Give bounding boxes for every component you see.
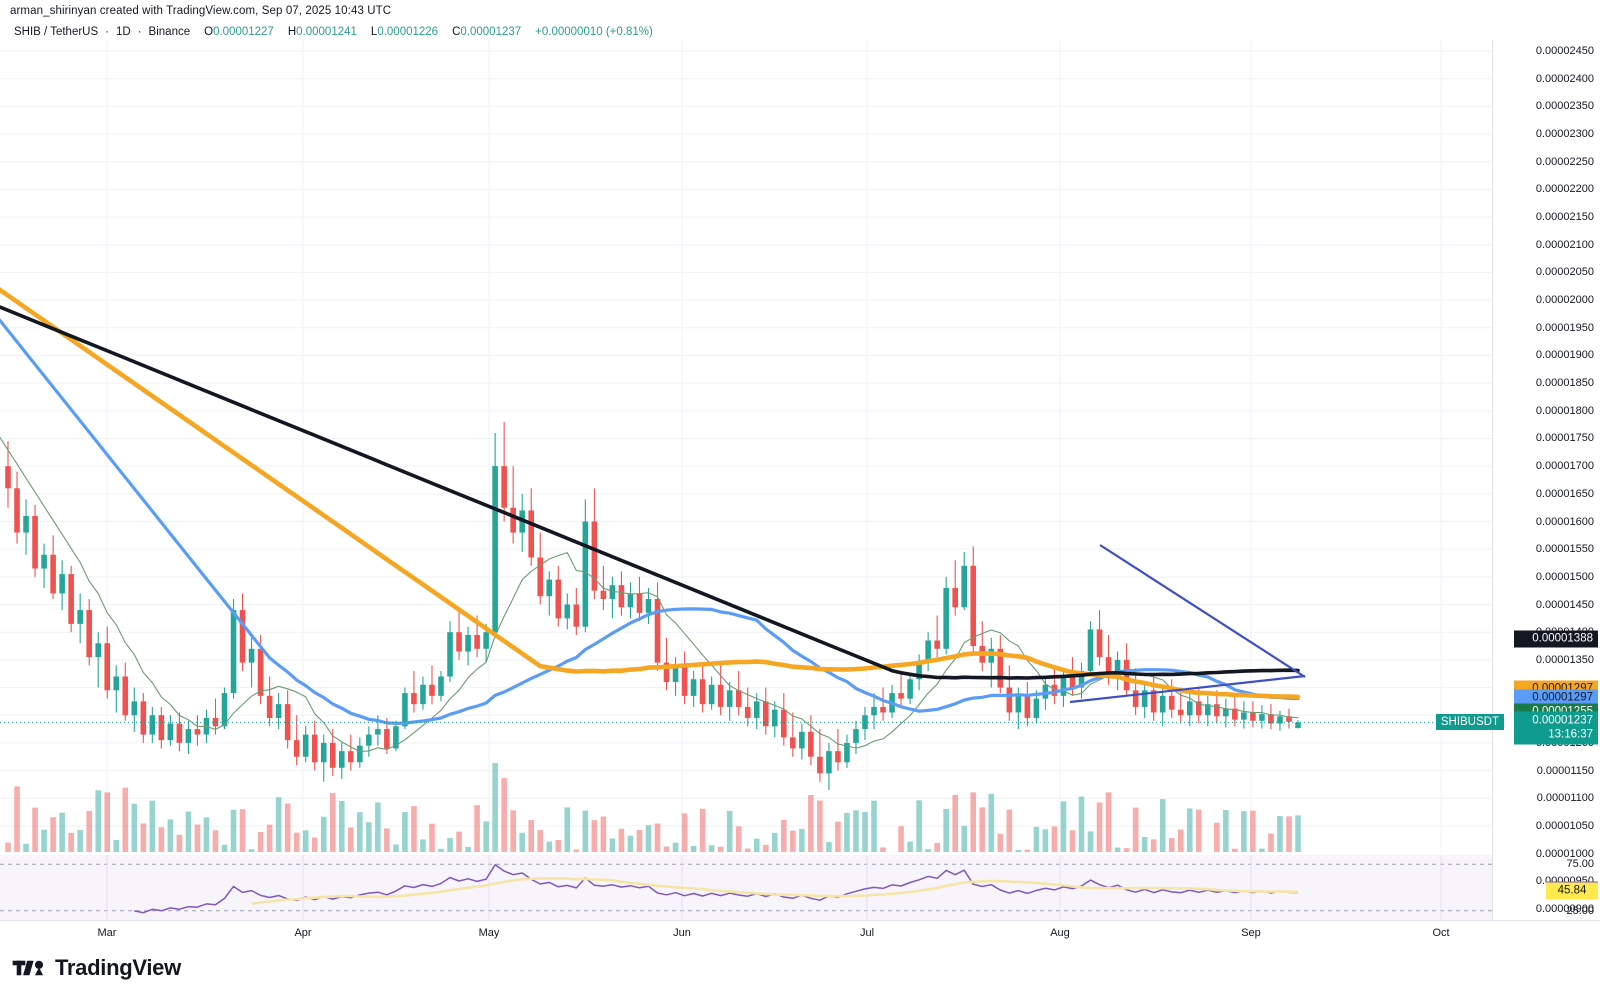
price-axis[interactable]: 0.00002450 0.00002400 0.00002350 0.00002300… xyxy=(1435,40,1600,920)
price-tick: 0.00002300 xyxy=(1535,128,1594,141)
price-tick: 0.00002450 xyxy=(1535,45,1594,58)
legend-close-label: C xyxy=(452,26,461,38)
price-tick: 0.00001850 xyxy=(1535,377,1594,390)
legend-dot-2: · xyxy=(137,26,142,38)
price-plot xyxy=(0,40,1492,852)
rsi-panel[interactable] xyxy=(0,855,1492,920)
price-tick: 0.00001900 xyxy=(1535,349,1594,362)
ma-long-black-line xyxy=(0,305,1300,680)
time-axis[interactable]: Mar Apr May Jun Jul Aug Sep Oct xyxy=(0,920,1600,948)
price-tick: 0.00002250 xyxy=(1535,155,1594,168)
ma-mid-orange-line xyxy=(0,287,1301,700)
price-tick: 0.00001350 xyxy=(1535,653,1594,666)
price-tick: 0.00001000 xyxy=(1535,847,1594,860)
rsi-upper-label: 75.00 xyxy=(1566,858,1594,871)
price-tick: 0.00002050 xyxy=(1535,266,1594,279)
rsi-ma-value-badge: 45.84 xyxy=(1546,882,1598,900)
rsi-lower-label: 25.00 xyxy=(1566,904,1594,917)
time-tick: Aug xyxy=(1050,927,1070,939)
price-tick: 0.00001950 xyxy=(1535,321,1594,334)
price-tick: 0.00001100 xyxy=(1536,792,1594,805)
time-tick: Jun xyxy=(673,927,691,939)
price-tick: 0.00001700 xyxy=(1535,460,1594,473)
last-price-value: 0.00001237 xyxy=(1532,714,1593,727)
price-tick: 0.00001150 xyxy=(1536,764,1594,777)
time-tick: Mar xyxy=(97,927,117,939)
descending-trendline xyxy=(1099,544,1306,678)
price-tick: 0.00001800 xyxy=(1535,404,1594,417)
legend-symbol[interactable]: SHIB / TetherUS xyxy=(14,26,99,38)
price-tick: 0.00001050 xyxy=(1535,819,1594,832)
price-tick: 0.00001500 xyxy=(1535,570,1594,583)
last-price-badge: 0.00001237 13:16:37 xyxy=(1514,711,1598,745)
price-tick: 0.00001550 xyxy=(1535,543,1594,556)
symbol-legend: SHIB / TetherUS · 1D · Binance O 0.000012… xyxy=(14,26,653,38)
volume-badge: 223.94 B xyxy=(1546,838,1593,851)
legend-open-value: 0.00001227 xyxy=(213,26,274,38)
legend-change: +0.00000010 (+0.81%) xyxy=(535,26,653,38)
legend-high-label: H xyxy=(287,26,297,38)
time-tick: May xyxy=(478,927,500,939)
price-tick: 0.00002400 xyxy=(1535,72,1594,85)
time-tick: Jul xyxy=(859,927,875,939)
rsi-ma-line xyxy=(251,877,1298,905)
legend-interval[interactable]: 1D xyxy=(116,26,131,38)
price-tick: 0.00000900 xyxy=(1535,902,1594,915)
tradingview-wordmark: TradingView xyxy=(55,955,181,980)
ma-black-price-badge: 0.00001388 xyxy=(1514,630,1598,648)
tradingview-logo[interactable]: TradingView xyxy=(12,955,181,981)
price-tick: 0.00001650 xyxy=(1535,487,1594,500)
ascending-trendline xyxy=(1069,674,1306,704)
ma-blue-price-badge: 0.00001297 xyxy=(1514,689,1598,707)
price-tick: 0.00002200 xyxy=(1535,183,1594,196)
time-tick: Oct xyxy=(1432,927,1450,939)
ma-short-blue-line xyxy=(0,317,1300,725)
legend-low-label: L xyxy=(370,26,378,38)
price-panel[interactable] xyxy=(0,40,1492,852)
tradingview-mark-icon xyxy=(12,960,44,976)
price-tick: 0.00002100 xyxy=(1535,238,1594,251)
legend-close-value: 0.00001237 xyxy=(460,26,522,38)
legend-high-value: 0.00001241 xyxy=(296,26,357,38)
price-tick: 0.00002000 xyxy=(1535,294,1594,307)
rsi-plot xyxy=(0,855,1492,920)
price-tick: 0.00001750 xyxy=(1535,432,1594,445)
time-tick: Apr xyxy=(294,927,312,939)
price-tick: 0.00001600 xyxy=(1535,515,1594,528)
price-tick: 0.00002350 xyxy=(1535,100,1594,113)
legend-low-value: 0.00001226 xyxy=(377,26,439,38)
time-axis-line xyxy=(0,920,1600,921)
price-tick: 0.00001450 xyxy=(1535,598,1594,611)
price-tick: 0.00002150 xyxy=(1535,211,1594,224)
attribution-text: arman_shirinyan created with TradingView… xyxy=(10,5,392,17)
axis-separator xyxy=(1492,40,1493,920)
countdown-value: 13:16:37 xyxy=(1548,728,1593,741)
legend-exchange[interactable]: Binance xyxy=(148,26,191,38)
ma-fast-green-line xyxy=(0,436,1299,753)
legend-open-label: O xyxy=(204,26,214,38)
symbol-price-tag: SHIBUSDT xyxy=(1435,714,1504,731)
time-tick: Sep xyxy=(1241,927,1261,939)
legend-dot-1: · xyxy=(105,26,109,38)
